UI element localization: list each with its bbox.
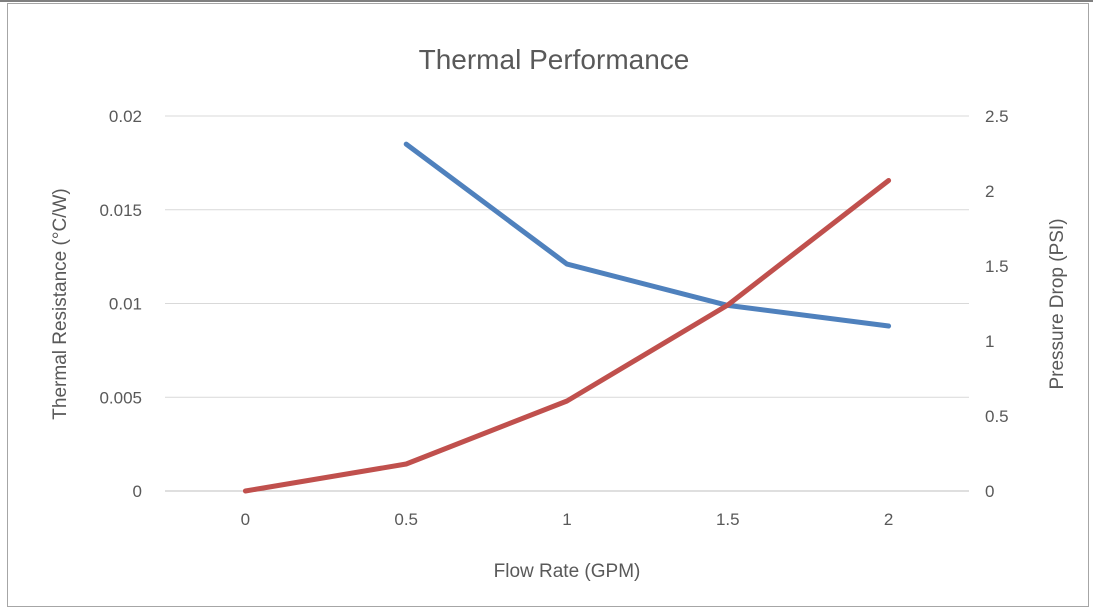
x-tick-label: 2 xyxy=(884,510,893,529)
x-tick-label: 0 xyxy=(241,510,250,529)
y-tick-label: 0.02 xyxy=(109,107,142,126)
y2-tick-label: 2 xyxy=(985,182,994,201)
x-tick-label: 0.5 xyxy=(394,510,418,529)
x-axis-ticks: 0 0.5 1 1.5 2 xyxy=(241,510,894,529)
chart-title: Thermal Performance xyxy=(419,44,690,75)
chart-area[interactable]: 0 0.005 0.01 0.015 0.02 0 0.5 1 1.5 2 2.5 0 0.5 1 1.… xyxy=(7,3,1089,607)
y-tick-label: 0.005 xyxy=(99,388,142,407)
x-tick-label: 1.5 xyxy=(716,510,740,529)
left-axis-ticks: 0 0.005 0.01 0.015 0.02 xyxy=(99,107,142,501)
series-layer xyxy=(245,144,888,491)
right-axis-ticks: 0 0.5 1 1.5 2 2.5 xyxy=(985,107,1009,501)
window-top-border xyxy=(0,0,1093,2)
y-tick-label: 0.015 xyxy=(99,201,142,220)
y2-tick-label: 0.5 xyxy=(985,407,1009,426)
y-axis-title: Thermal Resistance (°C/W) xyxy=(50,188,71,419)
y2-tick-label: 0 xyxy=(985,482,994,501)
gridlines xyxy=(165,116,969,491)
series-line-pressure-drop[interactable] xyxy=(245,181,888,492)
x-axis-title: Flow Rate (GPM) xyxy=(494,561,641,582)
y2-axis-title: Pressure Drop (PSI) xyxy=(1047,218,1068,389)
y-tick-label: 0.01 xyxy=(109,295,142,314)
y2-tick-label: 1 xyxy=(985,332,994,351)
chart-svg: 0 0.005 0.01 0.015 0.02 0 0.5 1 1.5 2 2.5 0 0.5 1 1.… xyxy=(8,4,1088,606)
x-tick-label: 1 xyxy=(562,510,571,529)
y-tick-label: 0 xyxy=(133,482,142,501)
y2-tick-label: 1.5 xyxy=(985,257,1009,276)
y2-tick-label: 2.5 xyxy=(985,107,1009,126)
